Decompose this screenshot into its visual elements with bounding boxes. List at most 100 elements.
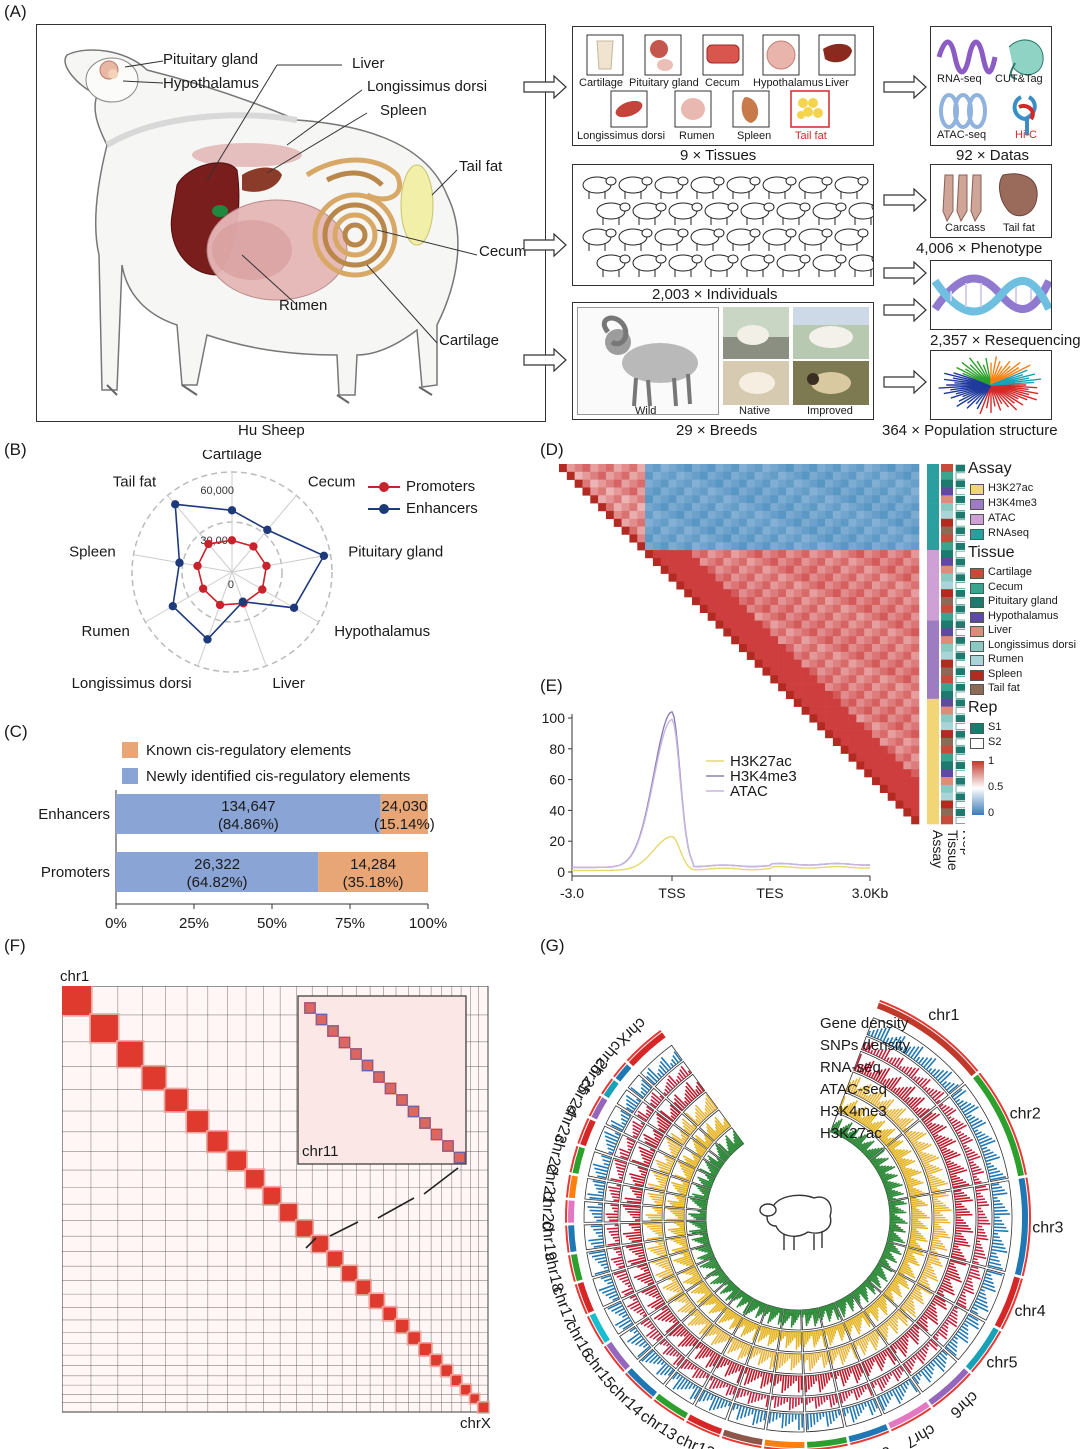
hic-zoom-dashes (305, 1167, 459, 1249)
circos-signal-bar (905, 1253, 915, 1258)
circos-signal-bar (850, 1111, 855, 1118)
circos-signal-bar (767, 1328, 773, 1347)
circos-signal-bar (953, 1089, 967, 1101)
circos-signal-bar (682, 1155, 699, 1165)
circos-signal-bar (858, 1117, 863, 1123)
heatmap-cell (895, 800, 904, 809)
breed-label: Wild (635, 405, 657, 417)
heatmap-cell (817, 495, 826, 504)
heatmap-cell (879, 628, 888, 637)
circos-signal-bar (614, 1159, 627, 1165)
circos-signal-bar (973, 1129, 979, 1133)
heatmap-cell (715, 510, 724, 520)
heatmap-cell (879, 573, 888, 582)
heatmap-cell (840, 487, 849, 496)
circos-signal-bar (674, 1187, 688, 1192)
circos-signal-bar (874, 1157, 889, 1168)
circos-signal-bar (699, 1168, 717, 1178)
heatmap-cell (715, 565, 724, 574)
heatmap-cell (746, 597, 755, 606)
circos-signal-bar (707, 1166, 719, 1174)
circos-signal-bar (786, 1309, 789, 1321)
circos-signal-bar (670, 1181, 689, 1189)
circos-signal-bar (777, 1330, 780, 1338)
heatmap-cell (770, 487, 779, 496)
circos-signal-bar (899, 1046, 904, 1052)
circos-signal-bar (872, 1330, 880, 1341)
hic-label-chr1: chr1 (60, 968, 90, 985)
heatmap-cell (762, 550, 771, 559)
circos-signal-bar (883, 1292, 895, 1302)
heatmap-cell (809, 542, 818, 551)
circos-signal-bar (640, 1090, 646, 1096)
circos-signal-bar (615, 1262, 624, 1266)
circos-signal-bar (772, 1412, 775, 1422)
circos-signal-bar (862, 1140, 875, 1154)
e-x-tick-label: 3.0Kb (852, 885, 889, 901)
hic-inset-tad-outline (385, 1083, 396, 1094)
circos-signal-bar (768, 1412, 772, 1424)
heatmap-cell (754, 510, 763, 520)
circos-signal-bar (932, 1198, 938, 1201)
circos-signal-bar (955, 1232, 962, 1235)
heatmap-cell (832, 698, 842, 707)
circos-signal-bar (820, 1396, 823, 1405)
heatmap-cell (879, 777, 888, 786)
heatmap-cell (598, 471, 607, 480)
heatmap-cell (864, 565, 873, 574)
circos-signal-bar (861, 1062, 868, 1074)
circos-signal-bar (837, 1347, 845, 1366)
circos-signal-bar (664, 1265, 672, 1270)
circos-signal-bar (915, 1056, 921, 1063)
circos-signal-bar (946, 1082, 955, 1091)
circos-signal-bar (828, 1395, 833, 1408)
heatmap-cell (895, 644, 904, 653)
organ-label-rumen: Rumen (279, 297, 328, 314)
circos-signal-bar (704, 1101, 714, 1113)
heatmap-cell (825, 589, 834, 598)
circos-signal-bar (676, 1374, 681, 1380)
circos-signal-bar (676, 1197, 686, 1201)
sheep-icon (740, 202, 775, 225)
circos-signal-bar (976, 1192, 981, 1195)
heatmap-cell (809, 526, 818, 535)
heatmap-cell (872, 706, 881, 715)
circos-chromosome-band (606, 1341, 630, 1371)
circos-signal-bar (655, 1295, 661, 1299)
circos-signal-bar (659, 1364, 670, 1376)
circos-signal-bar (746, 1345, 752, 1356)
heatmap-cell (825, 714, 834, 723)
circos-signal-bar (763, 1372, 768, 1387)
circos-signal-bar (868, 1092, 875, 1103)
circos-chromosome-scale (626, 1030, 662, 1062)
circos-signal-bar (694, 1104, 708, 1118)
circos-signal-bar (887, 1196, 894, 1200)
circos-signal-bar (889, 1209, 904, 1213)
heatmap-cell (911, 464, 920, 473)
heatmap-cell (864, 675, 873, 684)
heatmap-cell (621, 471, 630, 480)
heatmap-cell (723, 487, 732, 496)
hic-chromosome-block (280, 1204, 297, 1221)
heatmap-cell (887, 675, 896, 684)
circos-signal-bar (884, 1182, 897, 1188)
heatmap-cell (770, 471, 779, 480)
heatmap-cell (762, 636, 771, 645)
heatmap-cell (668, 565, 677, 574)
circos-signal-bar (890, 1345, 897, 1354)
heatmap-cell (676, 518, 685, 527)
circos-signal-bar (992, 1239, 1002, 1242)
circos-signal-bar (914, 1286, 921, 1292)
heatmap-cell (707, 510, 716, 520)
circos-signal-bar (969, 1161, 974, 1165)
heatmap-cell (825, 487, 834, 496)
circos-signal-bar (682, 1266, 696, 1274)
heatmap-cell (840, 730, 849, 739)
circos-signal-bar (710, 1394, 715, 1401)
heatmap-cell (903, 597, 912, 606)
assay-annotation (927, 777, 939, 786)
heatmap-cell (731, 573, 740, 582)
circos-signal-bar (814, 1397, 818, 1409)
heatmap-cell (739, 644, 748, 653)
hic-inset-tad-outline (350, 1048, 362, 1060)
